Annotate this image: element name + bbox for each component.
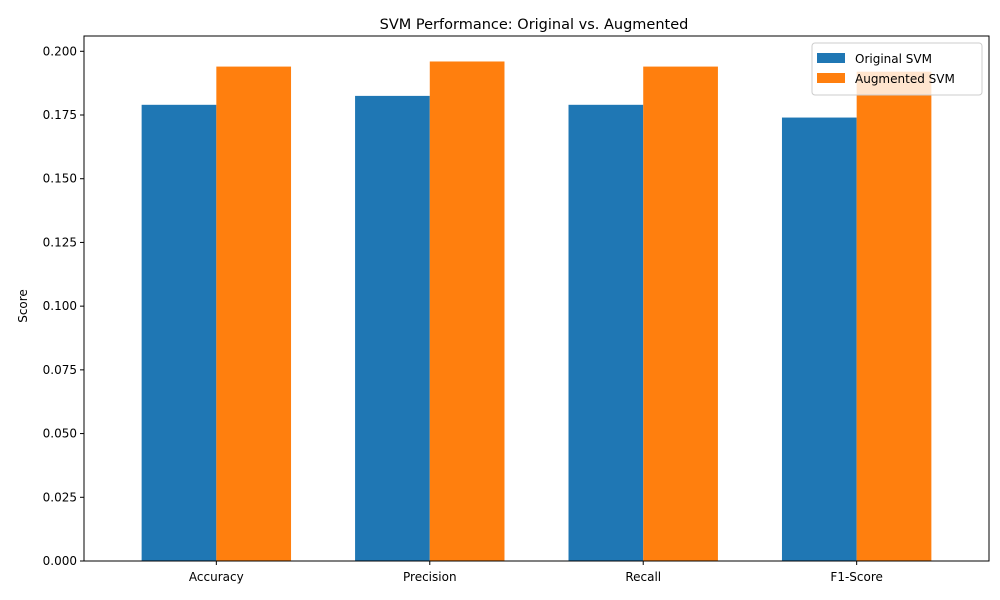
y-tick-label: 0.075 bbox=[43, 363, 77, 377]
bar-augmented-accuracy bbox=[216, 66, 292, 562]
bar-augmented-f1-score bbox=[856, 71, 932, 561]
y-tick-label: 0.000 bbox=[43, 554, 77, 568]
bar-original-accuracy bbox=[141, 104, 217, 562]
legend-label-original: Original SVM bbox=[855, 52, 932, 66]
y-tick-label: 0.100 bbox=[43, 299, 77, 313]
bar-original-precision bbox=[355, 95, 430, 561]
bar-original-f1-score bbox=[781, 117, 857, 561]
bars-group bbox=[141, 61, 932, 562]
y-tick-label: 0.125 bbox=[43, 235, 77, 249]
y-tick-label: 0.050 bbox=[43, 427, 77, 441]
y-ticks-group: 0.000 0.025 0.050 0.075 0.100 0.125 0.150 0.175… bbox=[43, 44, 84, 568]
y-tick-label: 0.150 bbox=[43, 172, 77, 186]
bar-augmented-precision bbox=[429, 61, 505, 561]
legend-swatch-original bbox=[817, 53, 845, 63]
chart-title: SVM Performance: Original vs. Augmented bbox=[380, 17, 689, 33]
legend-label-augmented: Augmented SVM bbox=[855, 72, 955, 86]
legend-swatch-augmented bbox=[817, 73, 845, 83]
x-ticks-group: Accuracy Precision Recall F1-Score bbox=[189, 561, 883, 584]
plot-frame bbox=[83, 35, 990, 562]
x-tick-label-recall: Recall bbox=[625, 570, 661, 584]
y-axis-label: Score bbox=[16, 289, 30, 323]
y-tick-label: 0.200 bbox=[43, 44, 77, 58]
x-tick-label-precision: Precision bbox=[403, 570, 457, 584]
bar-original-recall bbox=[568, 104, 644, 562]
legend: Original SVM Augmented SVM bbox=[811, 42, 983, 96]
bar-augmented-recall bbox=[643, 66, 718, 562]
y-tick-label: 0.025 bbox=[43, 490, 77, 504]
y-tick-label: 0.175 bbox=[43, 108, 77, 122]
legend-box bbox=[811, 42, 983, 96]
x-tick-label-accuracy: Accuracy bbox=[189, 570, 244, 584]
x-tick-label-f1-score: F1-Score bbox=[830, 570, 882, 584]
